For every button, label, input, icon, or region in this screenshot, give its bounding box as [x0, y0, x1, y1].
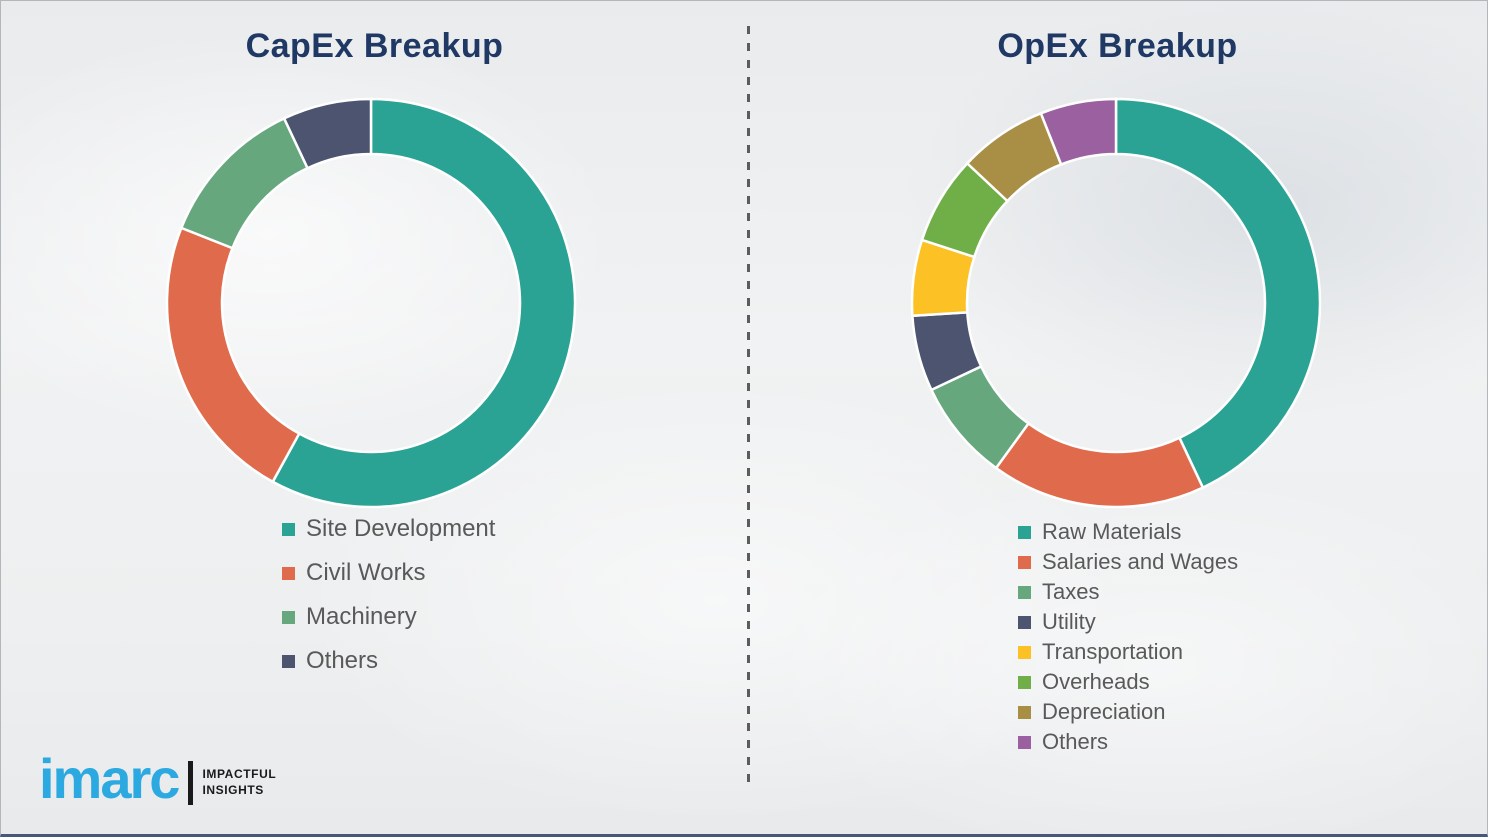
- legend-item-others: Others: [282, 639, 495, 683]
- capex-panel: CapEx Breakup Site Development Civil Work…: [1, 1, 748, 834]
- tagline-line-2: INSIGHTS: [202, 782, 264, 797]
- donut-slice-others: [282, 97, 373, 170]
- legend-label: Utility: [1042, 609, 1096, 634]
- imarc-wordmark: imarc: [39, 746, 180, 810]
- legend-label: Site Development: [306, 515, 496, 542]
- legend-swatch-icon: [1018, 705, 1031, 719]
- panel-divider: [747, 26, 750, 791]
- legend-label: Transportation: [1042, 639, 1184, 664]
- legend-item-salaries-and-wages: Salaries and Wages: [1018, 547, 1238, 577]
- legend-swatch-icon: [282, 522, 295, 536]
- legend-swatch-icon: [282, 654, 295, 668]
- legend-label: Others: [306, 647, 379, 674]
- legend-label: Salaries and Wages: [1042, 549, 1239, 574]
- opex-donut-chart: [910, 97, 1322, 509]
- logo-divider-bar: [188, 760, 194, 805]
- imarc-logo: imarc IMPACTFUL INSIGHTS: [39, 750, 276, 808]
- opex-legend: Raw Materials Salaries and Wages Taxes Util…: [1018, 517, 1238, 757]
- legend-item-depreciation: Depreciation: [1018, 697, 1238, 727]
- legend-swatch-icon: [1018, 525, 1031, 539]
- capex-title: CapEx Breakup: [245, 27, 504, 65]
- legend-label: Raw Materials: [1042, 519, 1182, 544]
- legend-swatch-icon: [282, 610, 295, 624]
- legend-swatch-icon: [1018, 555, 1031, 569]
- legend-item-site-development: Site Development: [282, 507, 495, 551]
- legend-label: Depreciation: [1042, 699, 1166, 724]
- donut-slice-others: [1039, 97, 1118, 167]
- legend-item-utility: Utility: [1018, 607, 1238, 637]
- tagline-line-1: IMPACTFUL: [202, 767, 277, 782]
- legend-item-others: Others: [1018, 727, 1238, 757]
- capex-legend: Site Development Civil Works Machinery Othe…: [282, 507, 495, 683]
- legend-label: Civil Works: [306, 559, 426, 586]
- legend-swatch-icon: [1018, 585, 1031, 599]
- donut-slice-site-development: [271, 97, 577, 509]
- donut-slice-salaries-and-wages: [994, 421, 1205, 509]
- donut-slice-civil-works: [165, 226, 301, 484]
- donut-slice-raw-materials: [1114, 97, 1322, 490]
- legend-swatch-icon: [282, 566, 295, 580]
- legend-item-machinery: Machinery: [282, 595, 495, 639]
- legend-swatch-icon: [1018, 735, 1031, 749]
- legend-label: Overheads: [1042, 669, 1150, 694]
- donut-slice-machinery: [179, 116, 310, 250]
- legend-swatch-icon: [1018, 645, 1031, 659]
- legend-swatch-icon: [1018, 615, 1031, 629]
- legend-swatch-icon: [1018, 675, 1031, 689]
- capex-donut-chart: [165, 97, 577, 509]
- legend-label: Machinery: [306, 603, 417, 630]
- opex-panel: OpEx Breakup Raw Materials Salaries and W…: [748, 1, 1487, 834]
- legend-item-taxes: Taxes: [1018, 577, 1238, 607]
- legend-item-transportation: Transportation: [1018, 637, 1238, 667]
- legend-label: Others: [1042, 729, 1109, 754]
- legend-item-raw-materials: Raw Materials: [1018, 517, 1238, 547]
- opex-title: OpEx Breakup: [997, 27, 1238, 65]
- legend-item-civil-works: Civil Works: [282, 551, 495, 595]
- imarc-tagline: IMPACTFUL INSIGHTS: [202, 767, 276, 798]
- legend-label: Taxes: [1042, 579, 1100, 604]
- legend-item-overheads: Overheads: [1018, 667, 1238, 697]
